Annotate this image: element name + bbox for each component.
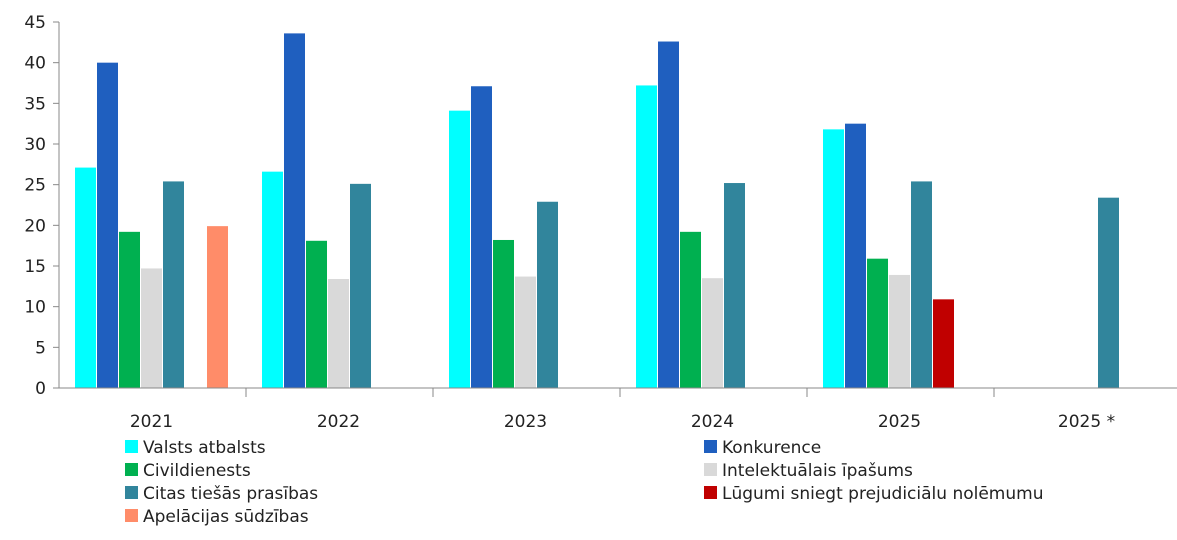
bar [911, 181, 932, 388]
bar [933, 299, 954, 388]
y-axis: 0 5 10 15 20 25 30 35 40 45 [24, 13, 60, 399]
y-tick-label: 5 [35, 338, 46, 358]
legend-label: Valsts atbalsts [143, 438, 266, 458]
bar [449, 110, 470, 389]
x-tick-label: 2025 * [1058, 412, 1115, 432]
bar [262, 171, 283, 388]
legend-swatch [125, 463, 138, 476]
bar [328, 279, 349, 388]
bar [537, 201, 558, 388]
bar [636, 85, 657, 388]
y-tick-label: 20 [24, 216, 46, 236]
legend: Valsts atbalsts Konkurence Civildienests In… [125, 438, 1043, 527]
bar [1098, 197, 1119, 388]
y-tick-label: 35 [24, 94, 46, 114]
legend-label: Apelācijas sūdzības [143, 507, 309, 527]
legend-swatch [704, 440, 717, 453]
legend-swatch [125, 509, 138, 522]
legend-label: Konkurence [722, 438, 821, 458]
y-tick-label: 25 [24, 176, 46, 196]
legend-swatch [704, 486, 717, 499]
bar [680, 231, 701, 388]
x-axis: 2021 2022 2023 2024 2025 2025 * [59, 387, 1177, 432]
bar [845, 123, 866, 389]
y-tick-label: 30 [24, 135, 46, 155]
bar [141, 268, 162, 388]
legend-swatch [125, 440, 138, 453]
bar [119, 231, 140, 388]
bar [163, 181, 184, 388]
legend-label: Intelektuālais īpašums [722, 461, 913, 481]
legend-label: Citas tiešās prasības [143, 484, 318, 504]
y-tick-label: 15 [24, 257, 46, 277]
x-tick-label: 2021 [130, 412, 173, 432]
bar [702, 278, 723, 388]
x-tick-label: 2023 [504, 412, 547, 432]
bars [75, 33, 1119, 389]
bar [350, 183, 371, 388]
y-tick-label: 40 [24, 54, 46, 74]
bar [471, 86, 492, 389]
bar [889, 274, 910, 388]
bar [284, 33, 305, 389]
x-tick-label: 2024 [691, 412, 734, 432]
y-tick-label: 0 [35, 379, 46, 399]
y-tick-label: 10 [24, 298, 46, 318]
bar [515, 276, 536, 388]
bar [306, 240, 327, 388]
y-tick-label: 45 [24, 13, 46, 33]
legend-swatch [125, 486, 138, 499]
legend-swatch [704, 463, 717, 476]
bar [493, 239, 514, 388]
x-tick-label: 2025 [878, 412, 921, 432]
bar [75, 167, 96, 388]
bar [207, 226, 228, 388]
x-tick-label: 2022 [317, 412, 360, 432]
bar [658, 41, 679, 389]
bar [867, 258, 888, 388]
bar [823, 129, 844, 389]
bar [97, 62, 118, 389]
bar [724, 183, 745, 388]
legend-label: Lūgumi sniegt prejudiciālu nolēmumu [722, 484, 1043, 504]
legend-label: Civildienests [143, 461, 251, 481]
